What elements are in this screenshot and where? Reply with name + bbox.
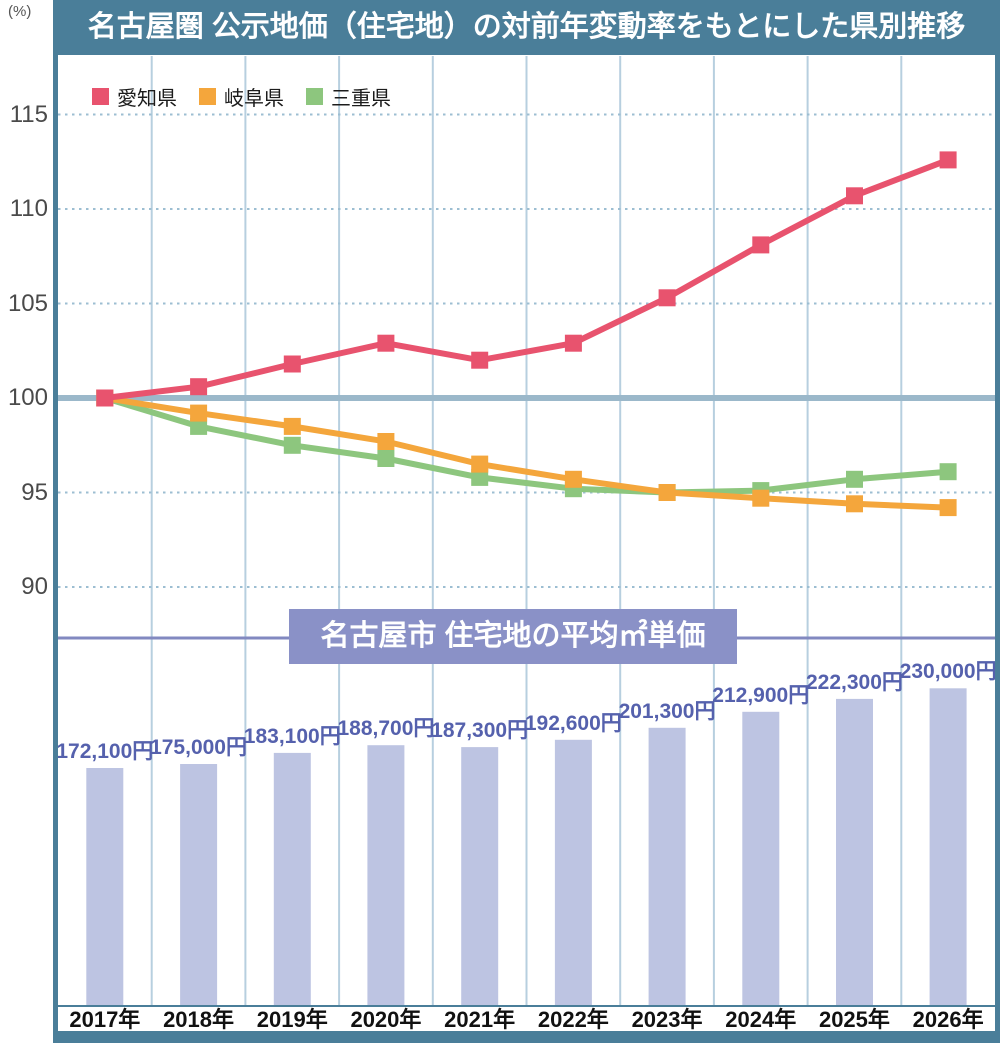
bar-value-label: 201,300円 [618,699,716,723]
series-marker [190,404,208,422]
bar [929,688,967,1005]
bar [554,739,592,1005]
series-marker [939,151,957,169]
series-marker [564,334,582,352]
bar-value-label: 183,100円 [243,724,341,748]
x-axis-year-label: 2021年 [444,1007,516,1032]
legend-swatch [306,88,323,105]
series-marker [846,470,863,488]
bar [648,727,686,1005]
series-marker [377,450,395,467]
legend-item: 愛知県 [92,82,177,111]
y-tick-label: 95 [21,478,48,506]
series-marker [471,468,489,486]
bar-value-label: 172,100円 [56,740,154,763]
bar [180,764,218,1005]
bar [742,711,780,1005]
x-axis-year-label: 2022年 [537,1007,609,1032]
series-line [101,156,952,401]
series-marker [190,378,208,396]
legend-swatch [199,88,216,105]
bar-value-label: 192,600円 [524,711,622,735]
series-marker [471,351,489,369]
series-marker [283,355,301,373]
bar-value-label: 222,300円 [805,670,903,694]
bar [836,698,873,1005]
y-tick-label: 115 [9,100,48,128]
bar [86,768,124,1005]
legend-item: 岐阜県 [199,82,284,111]
x-axis-year-label: 2020年 [350,1007,422,1032]
series-marker [939,499,957,517]
legend-swatch [92,88,109,105]
bar-value-label: 230,000円 [899,660,997,684]
x-axis-year-label: 2019年 [256,1007,328,1032]
series-marker [564,470,582,488]
legend-label: 三重県 [331,88,391,110]
series-marker [377,433,395,450]
series-line [101,395,952,511]
x-axis-year-label: 2023年 [631,1007,703,1032]
bar [273,752,311,1005]
bar [461,747,499,1005]
x-axis-year-label: 2018年 [163,1007,235,1032]
legend: 愛知県 岐阜県 三重県 [92,82,391,111]
chart-left-border [53,0,58,1043]
series-marker [190,417,208,435]
bar-value-label: 175,000円 [150,736,247,760]
y-tick-label: 100 [7,384,48,411]
chart-bottom-bar [53,1031,1000,1043]
series-marker [846,187,863,205]
bar-chart-title: 名古屋市 住宅地の平均㎡単価 [289,609,737,664]
y-tick-label: 90 [21,573,48,600]
series-marker [939,463,957,481]
chart-right-border [995,0,1000,1043]
y-axis-unit-label: (%) [8,3,32,20]
bar-value-label: 212,900円 [712,683,810,707]
series-marker [846,495,863,513]
series-marker [752,489,770,507]
bar-value-label: 188,700円 [337,717,435,741]
bar-value-label: 187,300円 [431,719,529,743]
x-axis-year-label: 2025年 [818,1007,890,1032]
series-marker [658,289,676,307]
series-marker [471,455,489,473]
y-tick-label: 105 [7,289,48,317]
x-axis-top-rule [56,1005,997,1007]
line-chart-title: 名古屋圏 公示地価（住宅地）の対前年変動率をもとにした県別推移 [53,0,1000,55]
y-tick-label: 110 [9,195,48,222]
series-line [101,395,952,496]
x-axis-year-label: 2026年 [912,1007,984,1032]
series-marker [96,389,114,407]
series-marker [283,436,301,454]
legend-label: 愛知県 [117,88,177,110]
legend-label: 岐阜県 [224,88,284,110]
bar [367,745,405,1005]
legend-item: 三重県 [306,82,391,111]
x-axis-year-label: 2017年 [69,1007,141,1032]
x-axis-year-label: 2024年 [725,1007,797,1032]
series-marker [658,484,676,501]
series-marker [283,417,301,435]
series-marker [377,334,395,352]
series-marker [752,236,770,254]
